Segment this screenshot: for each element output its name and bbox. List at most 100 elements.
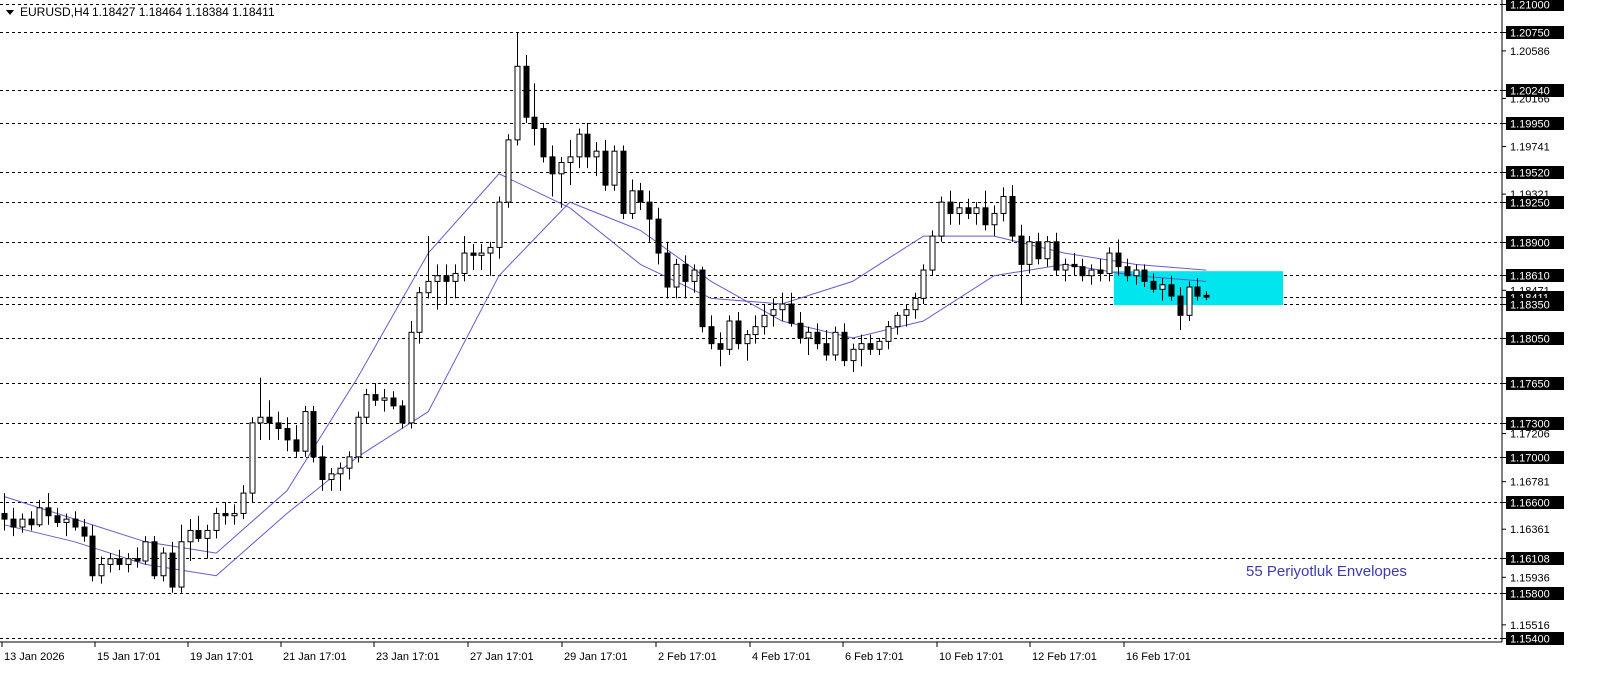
price-level-label: 1.18610	[1510, 271, 1550, 283]
candle-body-bull	[355, 416, 362, 458]
candle-body-bear	[169, 552, 176, 588]
candle	[885, 321, 892, 350]
candle-body-bear	[1177, 295, 1184, 316]
candle	[841, 323, 848, 367]
candle-body-bear	[310, 411, 317, 458]
candle	[284, 417, 291, 452]
candle	[231, 504, 238, 525]
price-level-label: 1.18350	[1510, 300, 1550, 312]
candle-body-bull	[761, 314, 768, 328]
candle-body-bear	[372, 394, 379, 401]
candle	[89, 524, 96, 582]
candle	[735, 311, 742, 350]
price-level-box	[1506, 26, 1564, 39]
candle	[470, 244, 477, 271]
candle-body-bull	[567, 156, 574, 163]
candle	[134, 547, 141, 568]
candle	[505, 134, 512, 208]
candle	[637, 182, 644, 211]
candle-body-bull	[107, 558, 114, 565]
candle	[858, 334, 865, 367]
candle-body-bear	[717, 343, 724, 350]
candle	[496, 196, 503, 259]
candle	[1062, 258, 1069, 282]
candle-body-bull	[629, 190, 636, 214]
time-tick-label: 27 Jan 17:01	[470, 651, 534, 663]
price-level-label: 1.15400	[1510, 634, 1550, 646]
candle	[620, 145, 627, 220]
candle-body-bull	[576, 133, 583, 158]
price-level-label: 1.16108	[1510, 554, 1550, 566]
candle	[770, 298, 777, 327]
candle	[576, 128, 583, 169]
candle-body-bear	[823, 343, 830, 356]
candle	[531, 83, 538, 146]
candle	[116, 549, 123, 571]
candle-body-bull	[1159, 284, 1166, 290]
candle	[1124, 258, 1131, 282]
candle-body-bear	[1009, 195, 1016, 237]
candle-body-bear	[947, 201, 954, 214]
candle	[266, 400, 273, 440]
candle-body-bull	[929, 235, 936, 271]
candle-body-bull	[938, 201, 945, 237]
price-level-box	[1506, 166, 1564, 179]
candle-body-bear	[116, 558, 123, 565]
candle	[443, 264, 450, 305]
price-level-box	[1506, 632, 1564, 645]
candle-body-bear	[1150, 280, 1157, 290]
candle-body-bull	[337, 467, 344, 475]
candle	[929, 230, 936, 276]
candle-body-bull	[726, 320, 733, 350]
candle-body-bear	[1194, 286, 1201, 297]
candle	[1168, 275, 1175, 301]
candle-body-bear	[1168, 284, 1175, 297]
candle-body-bull	[302, 411, 309, 452]
candle-body-bull	[487, 246, 494, 254]
candle	[973, 202, 980, 225]
candle-body-bull	[496, 201, 503, 248]
symbol-header[interactable]: EURUSD,H4 1.18427 1.18464 1.18384 1.1841…	[6, 5, 275, 19]
candle-body-bear	[319, 456, 326, 481]
price-level-label: 1.18050	[1510, 334, 1550, 346]
candle	[36, 499, 43, 528]
candle	[452, 264, 459, 299]
candle	[222, 502, 229, 525]
candle-body-bull	[178, 541, 185, 588]
price-level-box	[1506, 269, 1564, 282]
candle	[1133, 264, 1140, 285]
candle-body-bull	[673, 263, 680, 288]
candle-body-bull	[832, 331, 839, 356]
candle	[240, 485, 247, 520]
candle-body-bull	[328, 473, 335, 481]
candle	[779, 292, 786, 321]
price-level-box	[1506, 0, 1564, 11]
candle	[752, 315, 759, 344]
candle	[726, 315, 733, 355]
candle-body-bear	[266, 416, 273, 424]
candle	[151, 536, 158, 580]
candle-body-bear	[10, 518, 17, 528]
candle-body-bear	[841, 331, 848, 362]
dropdown-arrow-icon[interactable]	[6, 10, 14, 15]
time-tick-label: 6 Feb 17:01	[845, 651, 904, 663]
candle	[699, 266, 706, 333]
candle	[947, 190, 954, 225]
candle	[567, 139, 574, 186]
candle-body-bear	[293, 439, 300, 452]
candle-body-bear	[1124, 266, 1131, 277]
candle-body-bear	[134, 558, 141, 562]
candle	[1203, 291, 1210, 301]
candle-body-bull	[63, 518, 70, 524]
candle	[72, 511, 79, 531]
candle-body-bear	[797, 322, 804, 339]
candle	[876, 337, 883, 355]
candle	[328, 468, 335, 491]
candle	[956, 202, 963, 225]
candle-body-bear	[195, 529, 202, 539]
candle	[178, 524, 185, 593]
price-tick-label: 1.16361	[1510, 524, 1550, 536]
envelope-bands	[3, 173, 1207, 577]
